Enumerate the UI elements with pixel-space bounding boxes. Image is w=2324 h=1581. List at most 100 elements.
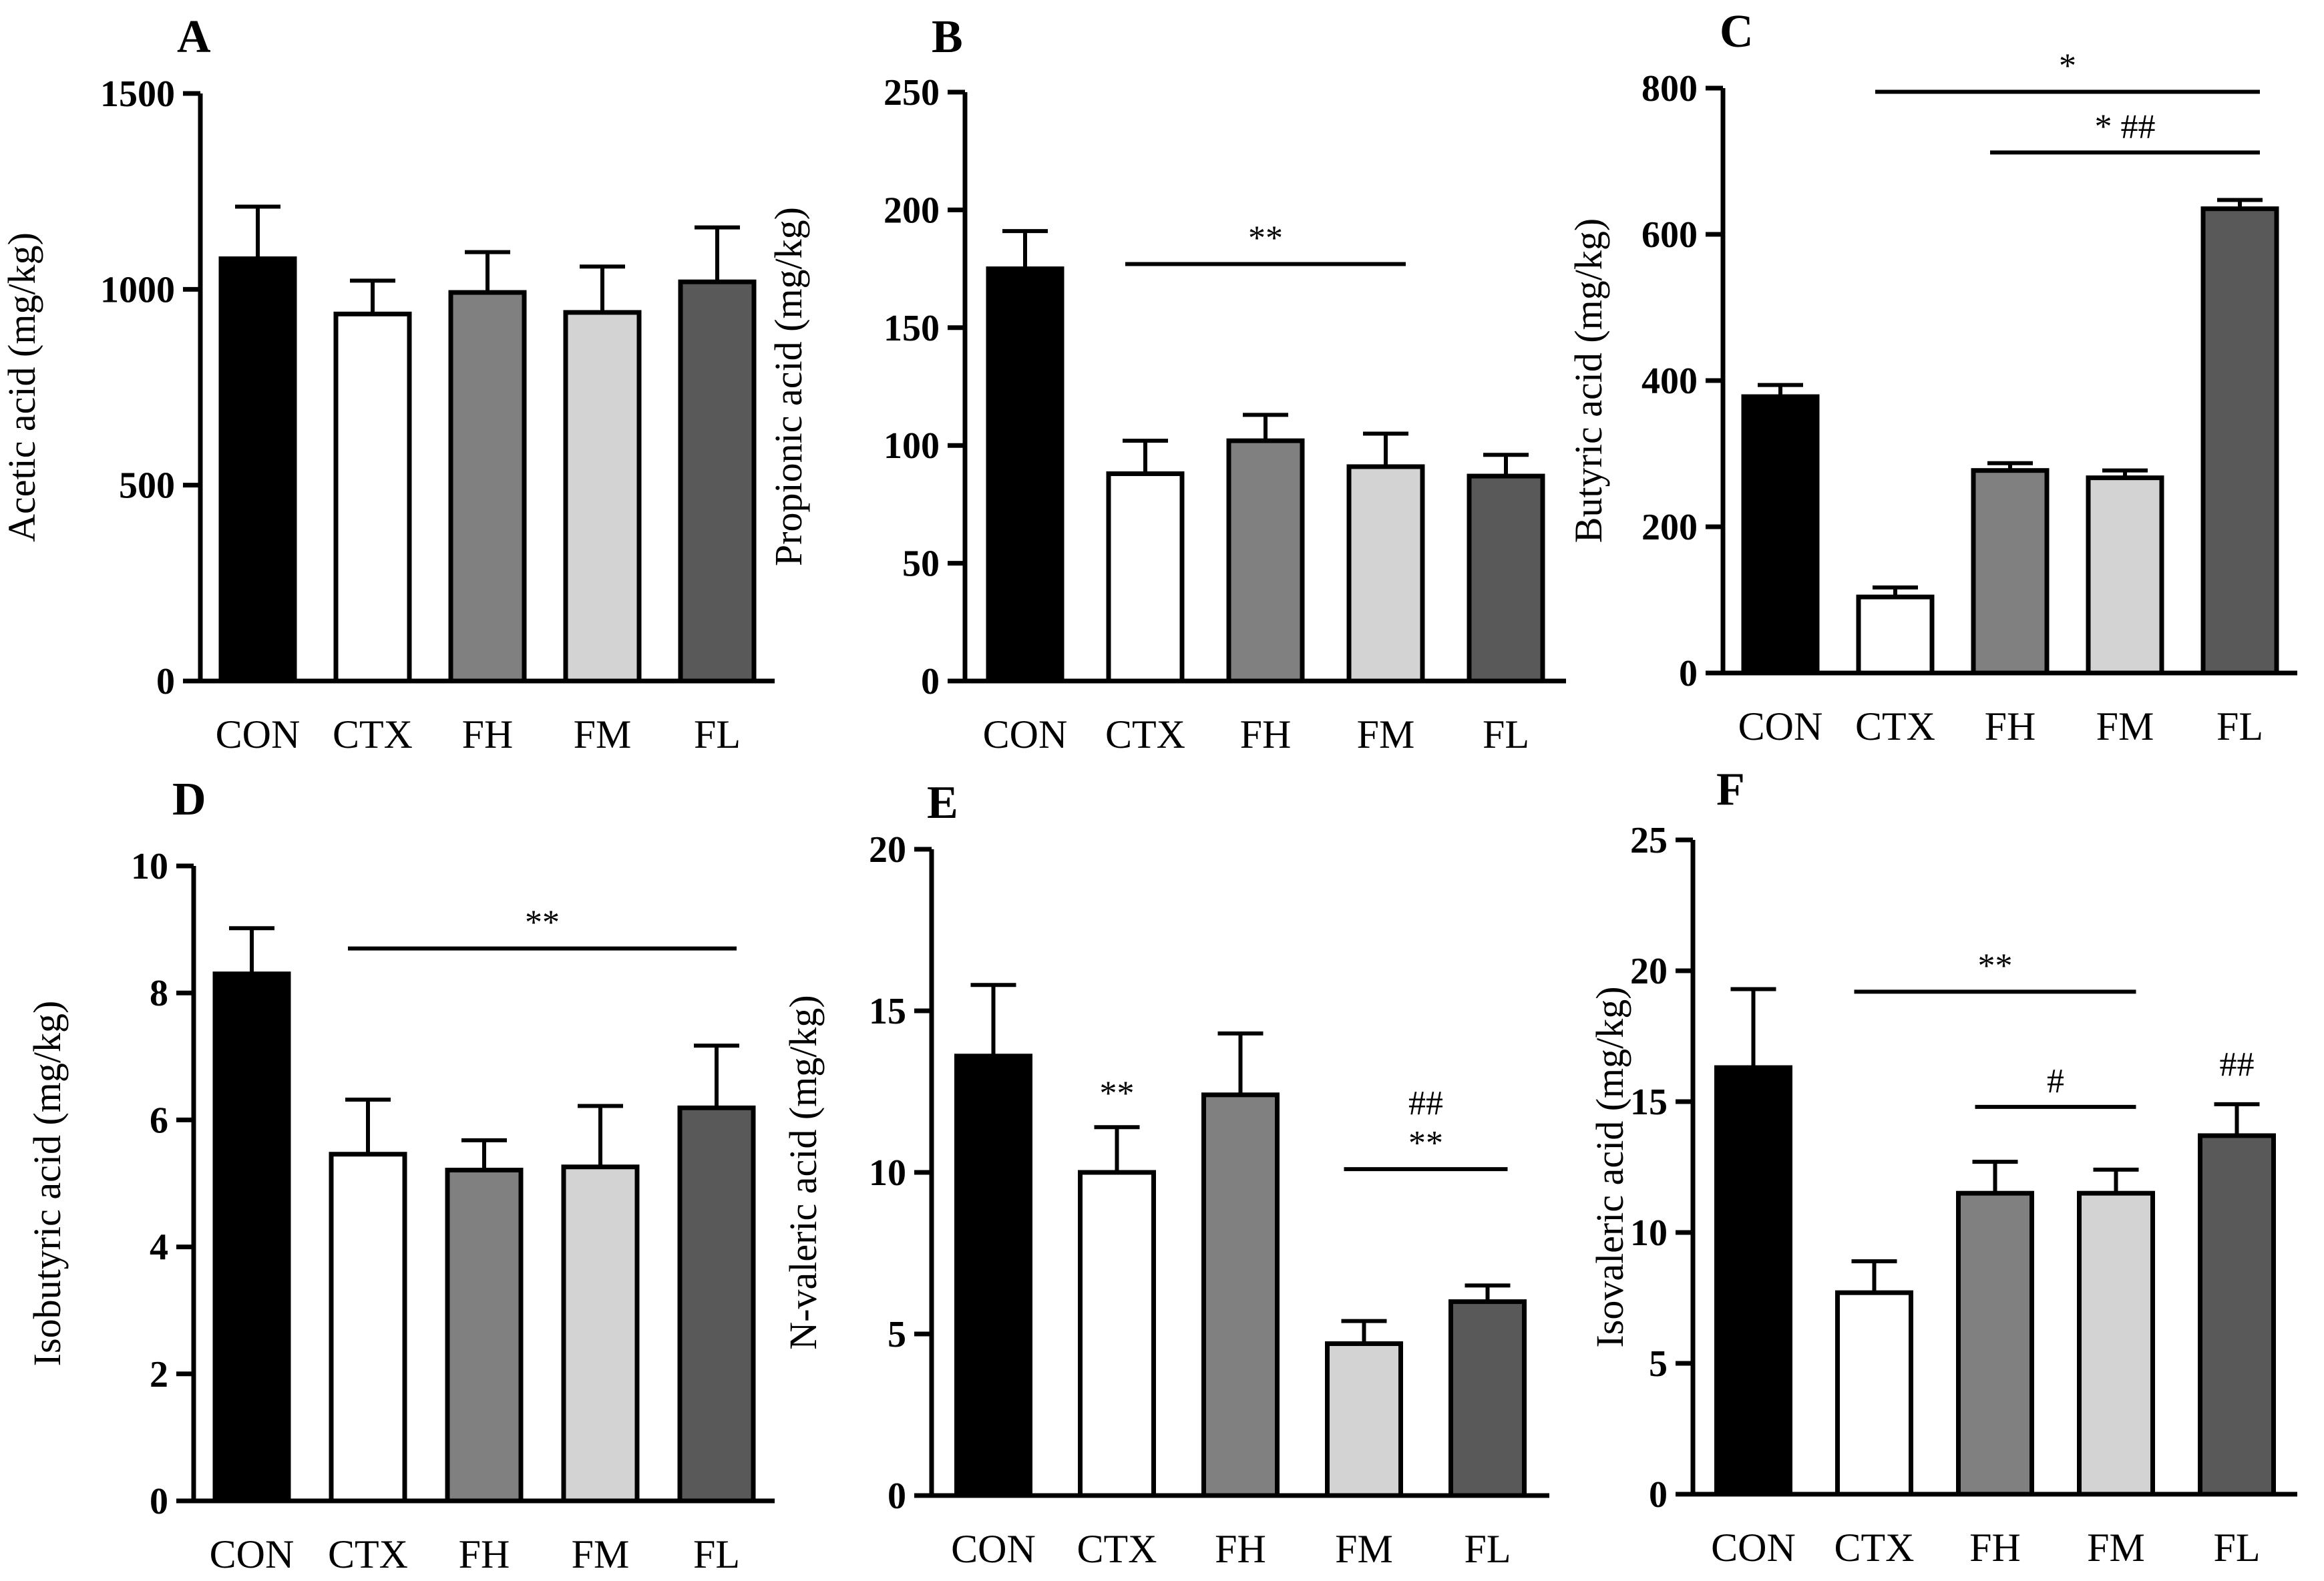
bar-ctx <box>1078 1170 1156 1498</box>
y-tick-label: 10 <box>131 846 168 887</box>
significance-label: ## <box>1408 1084 1443 1122</box>
bar-fl <box>2200 206 2279 676</box>
bar-fl <box>2198 1133 2276 1497</box>
x-tick-label: FH <box>462 712 514 756</box>
bar-fm <box>2077 1190 2155 1497</box>
x-tick-label: FL <box>1464 1527 1511 1571</box>
x-tick-label: CON <box>216 712 301 756</box>
y-tick-label: 150 <box>884 308 940 349</box>
bar-fm <box>561 1164 640 1504</box>
significance-label: ** <box>1978 947 2013 985</box>
panel-label: E <box>927 777 958 829</box>
x-tick-label: FH <box>1215 1527 1266 1571</box>
y-axis-title: Propionic acid (mg/kg) <box>767 207 810 566</box>
y-tick-label: 4 <box>150 1227 168 1269</box>
x-tick-label: FL <box>2216 704 2263 748</box>
panel-e: E N-valeric acid (mg/kg) 0 5 10 15 20 CON CTX FH F… <box>781 777 1549 1571</box>
x-tick-label: CON <box>983 712 1068 756</box>
x-tick-label: FH <box>1969 1526 2021 1570</box>
x-tick-label: CTX <box>1834 1526 1915 1570</box>
panel-label: B <box>932 11 963 63</box>
bar-fm <box>563 310 642 684</box>
panel-label: C <box>1720 6 1754 57</box>
y-tick-label: 400 <box>1641 361 1698 402</box>
x-tick-label: FM <box>2087 1526 2145 1570</box>
y-tick-label: 6 <box>150 1100 168 1141</box>
x-tick-label: CTX <box>333 712 413 756</box>
x-tick-label: FM <box>1335 1527 1393 1571</box>
x-tick-label: FL <box>1483 712 1529 756</box>
y-tick-label: 200 <box>1641 507 1698 548</box>
y-tick-label: 5 <box>888 1314 906 1355</box>
bar-fh <box>1971 468 2050 676</box>
bar-fh <box>1226 438 1305 684</box>
y-tick-label: 0 <box>156 661 175 702</box>
x-tick-label: FM <box>2096 704 2154 748</box>
panel-a: A Acetic acid (mg/kg) 0 500 1000 1500 CON CTX FH… <box>0 11 775 756</box>
bar-fh <box>1201 1092 1280 1498</box>
significance-label: ** <box>1100 1074 1135 1112</box>
y-tick-label: 800 <box>1641 68 1698 109</box>
bar-fl <box>1467 473 1545 684</box>
y-tick-label: 2 <box>150 1354 168 1395</box>
y-tick-label: 0 <box>921 661 940 702</box>
y-axis-title: Acetic acid (mg/kg) <box>0 232 43 542</box>
bar-fm <box>1325 1341 1403 1498</box>
x-tick-label: CTX <box>1077 1527 1157 1571</box>
bar-fh <box>448 290 527 684</box>
significance-label: * <box>2059 47 2076 85</box>
x-tick-label: FM <box>572 1532 630 1576</box>
bar-ctx <box>1835 1290 1913 1497</box>
panel-f: F Isovaleric acid (mg/kg) 0 5 10 15 20 25 CON CTX… <box>1588 764 2297 1570</box>
bar-ctx <box>1856 594 1935 676</box>
bar-con <box>954 1054 1032 1498</box>
panel-b: B Propionic acid (mg/kg) 0 50 100 150 200 250 CO… <box>767 11 1566 756</box>
y-tick-label: 200 <box>884 190 940 231</box>
bar-fl <box>678 279 757 684</box>
significance-label: ** <box>1408 1124 1443 1162</box>
significance-label: ** <box>1248 220 1283 258</box>
x-tick-label: FL <box>694 712 741 756</box>
y-tick-label: 250 <box>884 72 940 114</box>
panel-label: A <box>177 11 211 63</box>
significance-label: # <box>2047 1062 2064 1100</box>
x-tick-label: CTX <box>1855 704 1935 748</box>
x-tick-label: FH <box>1985 704 2036 748</box>
bar-con <box>986 266 1064 684</box>
x-tick-label: CON <box>1711 1526 1796 1570</box>
bar-con <box>212 971 291 1504</box>
y-tick-label: 15 <box>1630 1082 1668 1123</box>
bar-fh <box>1956 1190 2034 1497</box>
y-tick-label: 0 <box>1679 653 1698 694</box>
y-tick-label: 20 <box>1630 951 1668 992</box>
y-tick-label: 100 <box>884 425 940 467</box>
bar-con <box>1741 394 1820 676</box>
y-tick-label: 5 <box>1649 1343 1668 1385</box>
x-tick-label: FM <box>574 712 632 756</box>
y-tick-label: 0 <box>888 1476 906 1517</box>
bar-fm <box>2086 475 2164 676</box>
y-axis-title: Butyric acid (mg/kg) <box>1567 218 1610 543</box>
y-tick-label: 25 <box>1630 820 1668 861</box>
significance-label: * ## <box>2095 107 2156 146</box>
y-tick-label: 10 <box>869 1152 906 1194</box>
x-tick-label: CON <box>210 1532 295 1576</box>
y-tick-label: 1000 <box>100 269 175 310</box>
x-tick-label: CTX <box>1105 712 1185 756</box>
x-tick-label: CON <box>951 1527 1036 1571</box>
bar-fl <box>1448 1299 1527 1498</box>
y-tick-label: 10 <box>1630 1212 1668 1254</box>
x-tick-label: CTX <box>328 1532 408 1576</box>
bar-fm <box>1346 464 1425 684</box>
panel-c: C Butyric acid (mg/kg) 0 200 400 600 800 CON CTX… <box>1567 6 2297 748</box>
bar-ctx <box>1106 471 1185 684</box>
y-axis-title: N-valeric acid (mg/kg) <box>781 995 825 1349</box>
bar-con <box>1714 1065 1792 1497</box>
y-tick-label: 0 <box>1649 1474 1668 1516</box>
significance-label: ## <box>2220 1046 2255 1084</box>
y-axis-title: Isobutyric acid (mg/kg) <box>25 1001 69 1367</box>
panel-label: D <box>172 774 206 825</box>
x-tick-label: FM <box>1357 712 1415 756</box>
y-tick-label: 15 <box>869 991 906 1032</box>
